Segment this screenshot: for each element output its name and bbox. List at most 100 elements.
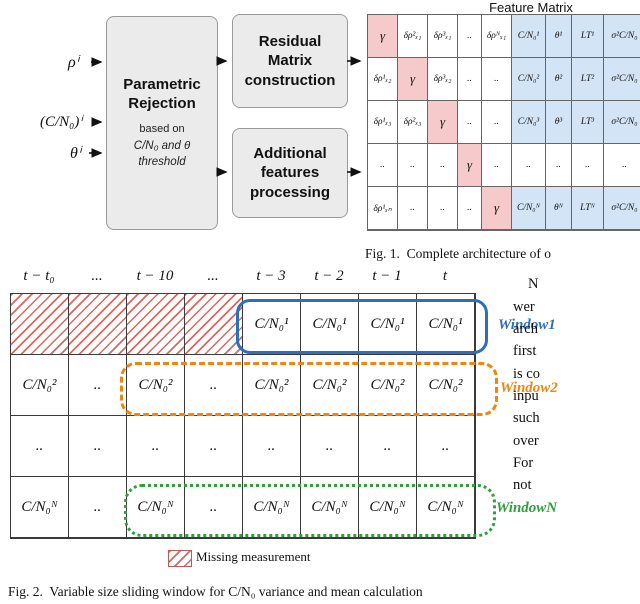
matrix-cell: C/N₀² [512,58,546,101]
missing-measurement-legend-label: Missing measurement [196,549,311,564]
matrix-cell: δρ¹ₓₙ [368,187,398,230]
windowN-label: WindowN [496,500,558,516]
missing-measurement-cell [11,294,69,355]
matrix-cell: θ³ [546,101,572,144]
right-column-line: arch [513,321,538,337]
col-header: t − 10 [136,268,174,284]
residual-line2: Matrix [267,52,313,70]
table-cell: .. [127,416,185,477]
matrix-cell: .. [458,15,482,58]
matrix-cell: C/N₀¹ [512,15,546,58]
matrix-cell: γ [458,144,482,187]
matrix-cell: .. [482,144,512,187]
feature-matrix-title: Feature Matrix [489,0,573,15]
matrix-cell: .. [546,144,572,187]
right-column-line: first [513,343,537,359]
right-column-line: is co [513,366,540,382]
parametric-title-line2: Rejection [128,95,196,113]
sliding-window-table: C/N₀¹ C/N₀¹ C/N₀¹ C/N₀¹ C/N₀² .. C/N₀² .… [10,293,476,539]
matrix-cell: .. [572,144,604,187]
matrix-cell: .. [482,101,512,144]
matrix-cell: C/N₀ᴺ [512,187,546,230]
input-theta-label: θⁱ [70,145,81,162]
matrix-cell: δρ¹ₓ₂ [368,58,398,101]
matrix-cell: δρ¹ₓ₃ [368,101,398,144]
windowN-outline [124,484,496,537]
table-cell: C/N₀ᴺ [11,477,69,538]
matrix-cell: γ [482,187,512,230]
matrix-cell: .. [428,144,458,187]
parametric-sub-line1: based on [139,122,185,135]
additional-line3: processing [249,183,331,201]
missing-measurement-cell [69,294,127,355]
table-cell: C/N₀² [11,355,69,416]
table-cell: .. [185,416,243,477]
right-column-line: N [528,276,539,292]
table-cell: .. [69,355,127,416]
col-header: t − 3 [256,268,286,284]
matrix-cell: .. [398,144,428,187]
right-column-line: not [513,477,532,493]
table-cell: .. [417,416,475,477]
table-cell: C/N₀ᴺ [359,477,417,538]
table-cell: .. [69,416,127,477]
matrix-cell: δρ²ₓ₃ [398,101,428,144]
matrix-cell: .. [458,58,482,101]
fig2-caption: Fig. 2. Variable size sliding window for… [8,584,423,599]
matrix-cell: σ²C/N₀ [604,101,640,144]
table-cell: .. [69,477,127,538]
col-header: ... [207,268,219,284]
table-cell: C/N₀ᴺ [127,477,185,538]
table-cell: C/N₀ᴺ [243,477,301,538]
matrix-cell: θ² [546,58,572,101]
matrix-cell: LT² [572,58,604,101]
matrix-cell: δρ³ₓ₁ [428,15,458,58]
additional-features-box: Additional features processing [232,128,348,218]
missing-measurement-legend-swatch [168,550,192,567]
matrix-cell: θᴺ [546,187,572,230]
right-column-line: over [513,433,539,449]
window1-label: Window1 [498,317,556,333]
window2-label: Window2 [500,380,558,396]
col-header: t [442,268,448,284]
input-rho-label: ρⁱ [68,54,79,71]
right-column-line: such [513,410,540,426]
right-column-line: For [513,455,534,471]
matrix-cell: σ²C/N₀ [604,187,640,230]
table-cell: C/N₀¹ [243,294,301,355]
feature-matrix: γ δρ²ₓ₁ δρ³ₓ₁ .. δρᴺₓ₁ C/N₀¹ θ¹ LT¹ σ²C/… [367,14,640,231]
matrix-cell: γ [398,58,428,101]
matrix-cell: .. [398,187,428,230]
matrix-cell: .. [368,144,398,187]
table-cell: C/N₀ᴺ [417,477,475,538]
matrix-cell: δρ³ₓ₂ [428,58,458,101]
matrix-cell: γ [428,101,458,144]
right-column-line: wer [513,299,535,315]
missing-measurement-cell [185,294,243,355]
matrix-cell: δρᴺₓ₁ [482,15,512,58]
matrix-cell: .. [458,187,482,230]
matrix-cell: LTᴺ [572,187,604,230]
residual-line3: construction [244,71,336,89]
matrix-cell: σ²C/N₀ [604,58,640,101]
additional-line2: features [260,164,320,182]
matrix-cell: δρ²ₓ₁ [398,15,428,58]
col-header: t − 2 [314,268,344,284]
residual-line1: Residual [258,32,322,50]
col-header: ... [91,268,103,284]
col-header: t − 1 [372,268,402,284]
matrix-cell: C/N₀³ [512,101,546,144]
table-cell: C/N₀¹ [359,294,417,355]
fig1-caption: Fig. 1. Complete architecture of o [365,246,551,261]
window2-outline [120,362,498,416]
matrix-cell: LT³ [572,101,604,144]
table-cell: C/N₀¹ [301,294,359,355]
residual-matrix-box: Residual Matrix construction [232,14,348,108]
table-cell: .. [11,416,69,477]
matrix-cell: LT¹ [572,15,604,58]
matrix-cell: .. [604,144,640,187]
right-column-line: inpu [513,388,539,404]
col-header: t − t₀ [23,268,55,284]
matrix-cell: .. [482,58,512,101]
